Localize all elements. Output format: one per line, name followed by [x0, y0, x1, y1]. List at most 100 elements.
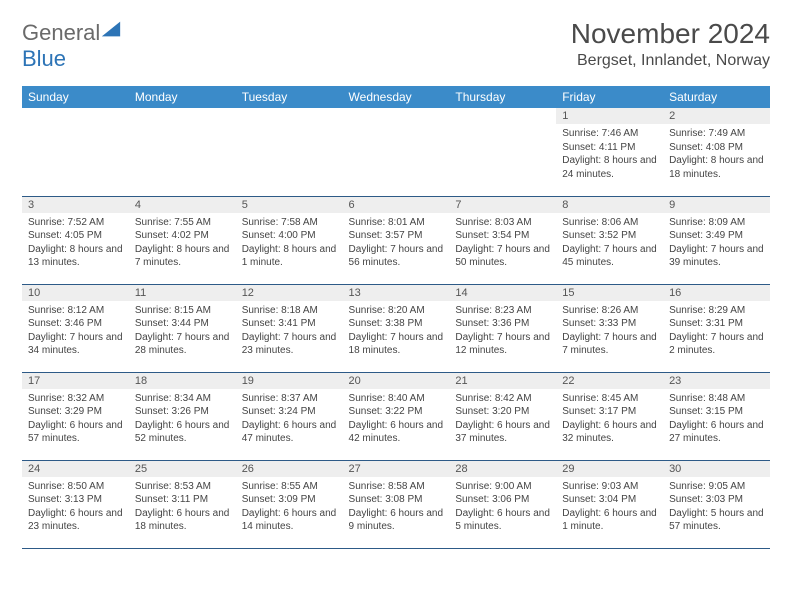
sunset-text: Sunset: 4:02 PM [135, 229, 230, 243]
day-cell: 3Sunrise: 7:52 AMSunset: 4:05 PMDaylight… [22, 196, 129, 284]
day-number: 25 [129, 461, 236, 477]
sunset-text: Sunset: 3:26 PM [135, 405, 230, 419]
triangle-icon [100, 18, 122, 40]
day-text: Sunrise: 8:23 AMSunset: 3:36 PMDaylight:… [449, 301, 556, 362]
day-cell: 15Sunrise: 8:26 AMSunset: 3:33 PMDayligh… [556, 284, 663, 372]
day-number: 24 [22, 461, 129, 477]
day-number: 15 [556, 285, 663, 301]
sunset-text: Sunset: 3:13 PM [28, 493, 123, 507]
day-cell: 17Sunrise: 8:32 AMSunset: 3:29 PMDayligh… [22, 372, 129, 460]
day-cell: 22Sunrise: 8:45 AMSunset: 3:17 PMDayligh… [556, 372, 663, 460]
sunset-text: Sunset: 3:33 PM [562, 317, 657, 331]
day-number: 20 [343, 373, 450, 389]
daylight-text: Daylight: 6 hours and 23 minutes. [28, 507, 123, 534]
day-cell [129, 108, 236, 196]
day-cell: 27Sunrise: 8:58 AMSunset: 3:08 PMDayligh… [343, 460, 450, 548]
sunset-text: Sunset: 3:46 PM [28, 317, 123, 331]
sunrise-text: Sunrise: 9:03 AM [562, 480, 657, 494]
day-text: Sunrise: 8:29 AMSunset: 3:31 PMDaylight:… [663, 301, 770, 362]
sunrise-text: Sunrise: 9:00 AM [455, 480, 550, 494]
day-number: 28 [449, 461, 556, 477]
sunset-text: Sunset: 3:11 PM [135, 493, 230, 507]
sunset-text: Sunset: 3:54 PM [455, 229, 550, 243]
daylight-text: Daylight: 7 hours and 56 minutes. [349, 243, 444, 270]
sunrise-text: Sunrise: 8:37 AM [242, 392, 337, 406]
day-cell: 29 Sunrise: 9:03 AMSunset: 3:04 PMDayligh… [556, 460, 663, 548]
day-text: Sunrise: 8:34 AMSunset: 3:26 PMDaylight:… [129, 389, 236, 450]
day-text: Sunrise: 9:05 AMSunset: 3:03 PMDaylight:… [663, 477, 770, 538]
day-number: 3 [22, 197, 129, 213]
day-cell [22, 108, 129, 196]
day-number: 21 [449, 373, 556, 389]
daylight-text: Daylight: 6 hours and 42 minutes. [349, 419, 444, 446]
daylight-text: Daylight: 6 hours and 9 minutes. [349, 507, 444, 534]
day-text: Sunrise: 7:52 AMSunset: 4:05 PMDaylight:… [22, 213, 129, 274]
day-number: 4 [129, 197, 236, 213]
sunset-text: Sunset: 3:38 PM [349, 317, 444, 331]
day-text: Sunrise: 8:26 AMSunset: 3:33 PMDaylight:… [556, 301, 663, 362]
daylight-text: Daylight: 7 hours and 45 minutes. [562, 243, 657, 270]
daylight-text: Daylight: 7 hours and 7 minutes. [562, 331, 657, 358]
day-cell: 10Sunrise: 8:12 AMSunset: 3:46 PMDayligh… [22, 284, 129, 372]
day-cell: 14Sunrise: 8:23 AMSunset: 3:36 PMDayligh… [449, 284, 556, 372]
day-text: Sunrise: 7:58 AMSunset: 4:00 PMDaylight:… [236, 213, 343, 274]
sunrise-text: Sunrise: 8:09 AM [669, 216, 764, 230]
calendar-body: 1Sunrise: 7:46 AMSunset: 4:11 PMDaylight… [22, 108, 770, 548]
dayhead-monday: Monday [129, 86, 236, 108]
sunrise-text: Sunrise: 8:50 AM [28, 480, 123, 494]
day-text: Sunrise: 8:18 AMSunset: 3:41 PMDaylight:… [236, 301, 343, 362]
daylight-text: Daylight: 8 hours and 13 minutes. [28, 243, 123, 270]
sunrise-text: Sunrise: 8:45 AM [562, 392, 657, 406]
day-text: Sunrise: 7:55 AMSunset: 4:02 PMDaylight:… [129, 213, 236, 274]
day-number: 27 [343, 461, 450, 477]
day-text: Sunrise: 8:55 AMSunset: 3:09 PMDaylight:… [236, 477, 343, 538]
sunset-text: Sunset: 3:03 PM [669, 493, 764, 507]
daylight-text: Daylight: 8 hours and 18 minutes. [669, 154, 764, 181]
sunrise-text: Sunrise: 8:20 AM [349, 304, 444, 318]
dayhead-tuesday: Tuesday [236, 86, 343, 108]
day-cell: 1Sunrise: 7:46 AMSunset: 4:11 PMDaylight… [556, 108, 663, 196]
day-cell: 24 Sunrise: 8:50 AMSunset: 3:13 PMDayligh… [22, 460, 129, 548]
week-row: 3Sunrise: 7:52 AMSunset: 4:05 PMDaylight… [22, 196, 770, 284]
sunset-text: Sunset: 3:29 PM [28, 405, 123, 419]
day-cell: 23Sunrise: 8:48 AMSunset: 3:15 PMDayligh… [663, 372, 770, 460]
daylight-text: Daylight: 6 hours and 14 minutes. [242, 507, 337, 534]
sunset-text: Sunset: 3:04 PM [562, 493, 657, 507]
sunrise-text: Sunrise: 8:26 AM [562, 304, 657, 318]
day-number: 18 [129, 373, 236, 389]
week-row: 1Sunrise: 7:46 AMSunset: 4:11 PMDaylight… [22, 108, 770, 196]
sunset-text: Sunset: 3:57 PM [349, 229, 444, 243]
daylight-text: Daylight: 6 hours and 57 minutes. [28, 419, 123, 446]
sunrise-text: Sunrise: 7:55 AM [135, 216, 230, 230]
daylight-text: Daylight: 6 hours and 47 minutes. [242, 419, 337, 446]
sunrise-text: Sunrise: 7:46 AM [562, 127, 657, 141]
day-cell: 8Sunrise: 8:06 AMSunset: 3:52 PMDaylight… [556, 196, 663, 284]
daylight-text: Daylight: 7 hours and 50 minutes. [455, 243, 550, 270]
sunset-text: Sunset: 3:06 PM [455, 493, 550, 507]
daylight-text: Daylight: 7 hours and 34 minutes. [28, 331, 123, 358]
day-text: Sunrise: 9:00 AMSunset: 3:06 PMDaylight:… [449, 477, 556, 538]
day-text: Sunrise: 8:45 AMSunset: 3:17 PMDaylight:… [556, 389, 663, 450]
day-number: 5 [236, 197, 343, 213]
sunset-text: Sunset: 3:52 PM [562, 229, 657, 243]
sunrise-text: Sunrise: 8:23 AM [455, 304, 550, 318]
daylight-text: Daylight: 6 hours and 32 minutes. [562, 419, 657, 446]
sunrise-text: Sunrise: 8:12 AM [28, 304, 123, 318]
sunrise-text: Sunrise: 8:01 AM [349, 216, 444, 230]
day-cell [449, 108, 556, 196]
sunset-text: Sunset: 3:09 PM [242, 493, 337, 507]
day-text: Sunrise: 8:09 AMSunset: 3:49 PMDaylight:… [663, 213, 770, 274]
sunrise-text: Sunrise: 8:03 AM [455, 216, 550, 230]
sunset-text: Sunset: 3:44 PM [135, 317, 230, 331]
sunrise-text: Sunrise: 8:40 AM [349, 392, 444, 406]
day-number: 29 [556, 461, 663, 477]
sunrise-text: Sunrise: 8:53 AM [135, 480, 230, 494]
day-number: 13 [343, 285, 450, 301]
day-text: Sunrise: 8:06 AMSunset: 3:52 PMDaylight:… [556, 213, 663, 274]
day-text: Sunrise: 7:46 AMSunset: 4:11 PMDaylight:… [556, 124, 663, 185]
sunrise-text: Sunrise: 8:06 AM [562, 216, 657, 230]
day-cell: 20Sunrise: 8:40 AMSunset: 3:22 PMDayligh… [343, 372, 450, 460]
daylight-text: Daylight: 6 hours and 1 minute. [562, 507, 657, 534]
day-number: 6 [343, 197, 450, 213]
sunrise-text: Sunrise: 8:32 AM [28, 392, 123, 406]
